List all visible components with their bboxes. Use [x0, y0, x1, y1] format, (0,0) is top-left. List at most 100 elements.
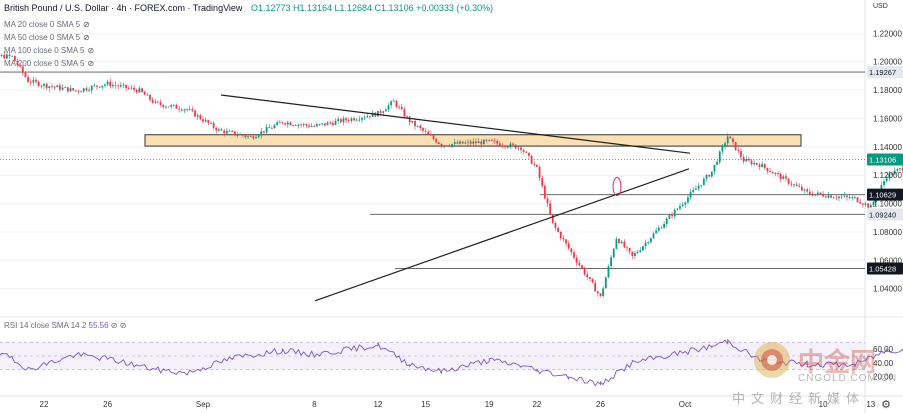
time-tick-label: Oct [679, 400, 692, 409]
price-tick-label: 1.04000 [873, 285, 902, 294]
candle-body [21, 66, 24, 73]
candle-body [233, 131, 236, 136]
candle-body [263, 131, 265, 133]
rsi-legend[interactable]: RSI 14 close SMA 14 2 55.56 ⊘ ⊘ [4, 321, 126, 330]
candle-body [451, 143, 453, 147]
candle-body [589, 277, 591, 279]
candle-body [840, 196, 843, 198]
candle-body [445, 145, 448, 147]
candle-body [599, 293, 602, 296]
candle-body [3, 54, 6, 59]
candle-body [740, 150, 742, 158]
candle-body [122, 84, 125, 86]
candle-body [119, 85, 122, 87]
eye-crossed-icon[interactable]: ⊘ [87, 46, 95, 55]
candle-body [464, 142, 467, 144]
candle-body [382, 111, 385, 113]
candle-body [109, 81, 112, 87]
candle-body [308, 125, 310, 127]
candle-body [734, 142, 737, 151]
candle-body [626, 247, 628, 249]
candle-body [96, 85, 98, 87]
candle-body [424, 130, 427, 132]
candle-body [305, 123, 308, 126]
candle-body [29, 82, 32, 83]
candle-body [310, 126, 313, 127]
candle-body [755, 162, 758, 165]
candle-body [753, 162, 756, 165]
candle-body [88, 90, 90, 92]
indicator-ma200[interactable]: MA 200 close 0 SMA 5 ⊘ [4, 59, 94, 68]
candle-body [867, 203, 870, 208]
candle-body [112, 84, 114, 87]
indicator-ma20[interactable]: MA 20 close 0 SMA 5 ⊘ [4, 20, 90, 29]
candle-body [843, 195, 846, 197]
rsi-line[interactable] [0, 338, 903, 387]
candle-body [665, 218, 668, 224]
candle-body [591, 278, 594, 283]
candle-body [133, 87, 135, 90]
price-tick-label: 1.12000 [873, 171, 902, 180]
candle-body [165, 106, 167, 108]
candle-body [543, 185, 546, 199]
candle-body [864, 203, 867, 205]
candle-body [154, 101, 157, 103]
watermark: 中金网 CNGOLD.COM.CN 中文财经新媒体 [732, 340, 896, 406]
candle-body [427, 131, 430, 134]
candle-body [289, 122, 292, 126]
candle-body [273, 125, 276, 128]
candle-body [610, 257, 612, 267]
candle-body [681, 204, 684, 207]
candle-body [581, 265, 583, 269]
eye-crossed-icon[interactable]: ⊘ [83, 20, 90, 29]
settings-gear-icon[interactable]: ⚙ [881, 399, 891, 411]
candle-body [541, 177, 544, 186]
candle-body [748, 158, 750, 161]
candle-body [647, 242, 650, 244]
ascending-trendline[interactable] [314, 168, 690, 302]
candle-body [779, 174, 782, 180]
price-label-text: 1.09240 [869, 210, 896, 219]
eye-crossed-icon[interactable]: ⊘ [83, 33, 90, 42]
candle-body [861, 203, 864, 205]
candle-body [808, 191, 811, 194]
candle-body [37, 81, 40, 87]
candle-body [172, 104, 175, 106]
candle-body [777, 173, 779, 175]
candle-body [607, 266, 610, 278]
candle-body [565, 239, 567, 244]
watermark-cn: 中金网 [798, 347, 877, 377]
candle-body [98, 86, 101, 88]
time-tick-label: 26 [103, 400, 112, 409]
candle-body [286, 122, 289, 125]
indicator-ma50[interactable]: MA 50 close 0 SMA 5 ⊘ [4, 33, 90, 42]
candle-body [331, 123, 334, 125]
candle-body [522, 149, 525, 152]
candle-body [835, 197, 838, 199]
candle-body [101, 85, 104, 88]
candle-body [125, 84, 128, 89]
candle-body [141, 88, 143, 93]
candle-body [827, 195, 830, 198]
candle-body [538, 166, 541, 178]
descending-trendline[interactable] [220, 94, 691, 154]
candle-body [80, 91, 82, 93]
candle-body [215, 127, 218, 131]
candle-body [469, 141, 472, 144]
candle-body [363, 117, 366, 119]
candle-body [652, 233, 655, 239]
indicator-ma100[interactable]: MA 100 close 0 SMA 5 ⊘ [4, 46, 94, 55]
candle-body [143, 92, 146, 95]
candle-body [745, 158, 748, 162]
candle-body [504, 146, 506, 148]
candle-body [162, 104, 165, 108]
price-tick-label: 1.22000 [873, 29, 902, 38]
candle-body [697, 186, 700, 189]
candle-body [284, 123, 287, 125]
rsi-tick-label: 60.00 [873, 345, 894, 354]
candle-body [644, 242, 647, 247]
candle-body [885, 178, 888, 182]
highlight-ellipse[interactable] [612, 177, 622, 197]
eye-crossed-icon[interactable]: ⊘ [87, 59, 95, 68]
